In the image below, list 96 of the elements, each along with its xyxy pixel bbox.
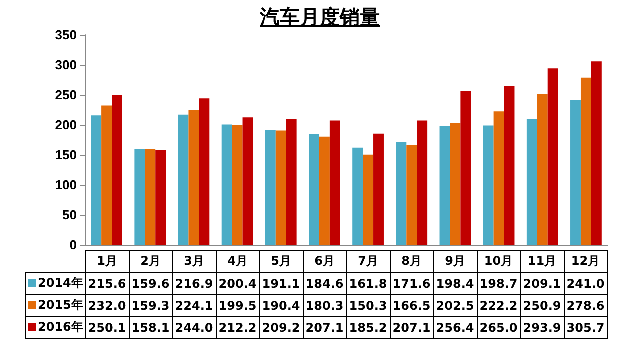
data-label: 293.9	[520, 316, 564, 338]
y-tick-label: 300	[55, 58, 77, 72]
bar	[374, 134, 384, 245]
data-label: 207.1	[303, 316, 346, 338]
x-tick-label: 3月	[172, 250, 216, 272]
data-label: 166.5	[390, 294, 434, 316]
x-tick-label: 6月	[303, 250, 346, 272]
bar	[330, 120, 340, 245]
x-tick-label: 9月	[434, 250, 477, 272]
y-tick-label: 200	[55, 118, 77, 132]
bar	[504, 86, 515, 245]
data-label: 199.5	[216, 294, 260, 316]
data-label: 256.4	[434, 316, 477, 338]
bar	[494, 112, 504, 245]
data-label: 180.3	[303, 294, 346, 316]
chart-title: 汽车月度销量	[260, 5, 380, 29]
data-label: 171.6	[390, 272, 434, 294]
data-label: 150.3	[346, 294, 390, 316]
y-tick-label: 0	[70, 238, 77, 252]
data-label: 222.2	[477, 294, 520, 316]
bar	[319, 136, 330, 245]
data-label: 198.4	[434, 272, 477, 294]
x-tick-label: 12月	[564, 250, 608, 272]
bar	[548, 68, 558, 245]
bar	[570, 100, 581, 245]
data-label: 184.6	[303, 272, 346, 294]
bar	[276, 130, 286, 245]
data-label: 209.2	[260, 316, 303, 338]
data-label: 216.9	[172, 272, 216, 294]
bar	[265, 130, 276, 245]
data-label: 212.2	[216, 316, 260, 338]
x-tick-label: 4月	[216, 250, 260, 272]
bar	[91, 116, 102, 245]
data-label: 250.9	[520, 294, 564, 316]
data-label: 202.5	[434, 294, 477, 316]
data-label: 244.0	[172, 316, 216, 338]
bar	[156, 150, 166, 245]
bar	[199, 98, 210, 245]
bar	[591, 62, 602, 245]
legend-label: 2016年	[26, 316, 86, 338]
x-tick-label: 5月	[260, 250, 303, 272]
y-tick-label: 150	[55, 148, 77, 162]
data-label: 278.6	[564, 294, 608, 316]
bar	[222, 124, 232, 245]
y-tick-label: 100	[55, 178, 77, 192]
y-tick-label: 250	[55, 88, 77, 102]
data-label: 250.1	[86, 316, 129, 338]
data-label: 159.3	[129, 294, 172, 316]
bar	[134, 149, 146, 245]
data-label: 207.1	[390, 316, 434, 338]
bar	[440, 126, 450, 245]
data-label: 191.1	[260, 272, 303, 294]
y-tick-label: 50	[62, 208, 77, 222]
data-label: 158.1	[129, 316, 172, 338]
bar	[406, 145, 418, 245]
x-tick-label: 2月	[129, 250, 172, 272]
data-label: 241.0	[564, 272, 608, 294]
data-label: 224.1	[172, 294, 216, 316]
data-label: 232.0	[86, 294, 129, 316]
data-label: 209.1	[520, 272, 564, 294]
data-label: 215.6	[86, 272, 129, 294]
bar	[417, 120, 428, 245]
bar	[483, 126, 494, 245]
data-label: 305.7	[564, 316, 608, 338]
data-label: 198.7	[477, 272, 520, 294]
data-label: 159.6	[129, 272, 172, 294]
bar	[145, 149, 156, 245]
data-label: 200.4	[216, 272, 260, 294]
bar	[580, 78, 592, 245]
x-tick-label: 1月	[86, 250, 129, 272]
data-label: 265.0	[477, 316, 520, 338]
bar	[537, 94, 548, 245]
bar	[460, 91, 472, 245]
bar	[112, 94, 122, 245]
legend-label: 2014年	[26, 272, 86, 294]
x-tick-label: 8月	[390, 250, 434, 272]
bar	[242, 118, 254, 245]
bar	[363, 154, 374, 245]
bar	[178, 114, 189, 245]
legend-label: 2015年	[26, 294, 86, 316]
bar	[102, 106, 112, 245]
bar	[396, 142, 407, 245]
bar	[309, 134, 320, 245]
x-tick-label: 7月	[346, 250, 390, 272]
x-tick-label: 11月	[520, 250, 564, 272]
bar	[526, 120, 538, 245]
bar	[450, 124, 461, 245]
bar	[188, 110, 200, 245]
data-label: 185.2	[346, 316, 390, 338]
x-tick-label: 10月	[477, 250, 520, 272]
data-label: 161.8	[346, 272, 390, 294]
bar	[286, 119, 297, 245]
data-label: 190.4	[260, 294, 303, 316]
bar	[352, 148, 364, 245]
bar	[232, 125, 243, 245]
y-tick-label: 350	[55, 28, 77, 42]
